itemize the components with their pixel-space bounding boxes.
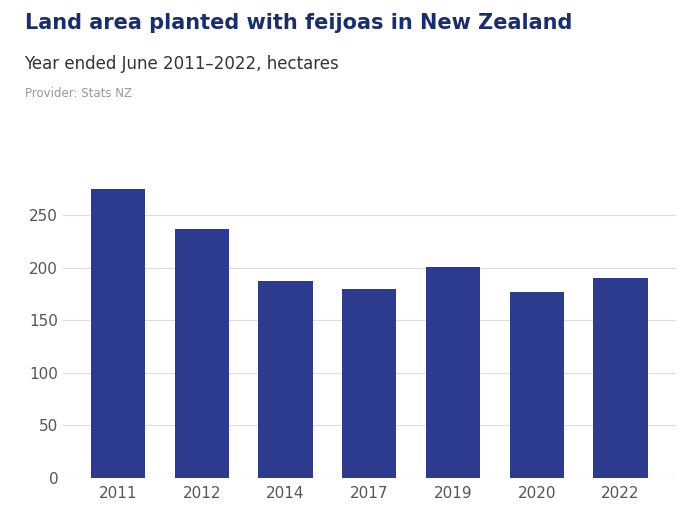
- Bar: [342, 289, 396, 478]
- Bar: [258, 281, 313, 478]
- Text: Provider: Stats NZ: Provider: Stats NZ: [25, 87, 132, 100]
- Bar: [510, 292, 564, 478]
- Bar: [174, 229, 229, 478]
- Text: figure.nz: figure.nz: [575, 19, 659, 36]
- Bar: [91, 189, 146, 478]
- Text: Land area planted with feijoas in New Zealand: Land area planted with feijoas in New Ze…: [25, 13, 572, 33]
- Bar: [593, 278, 648, 478]
- Bar: [426, 267, 480, 478]
- Text: Year ended June 2011–2022, hectares: Year ended June 2011–2022, hectares: [25, 55, 339, 73]
